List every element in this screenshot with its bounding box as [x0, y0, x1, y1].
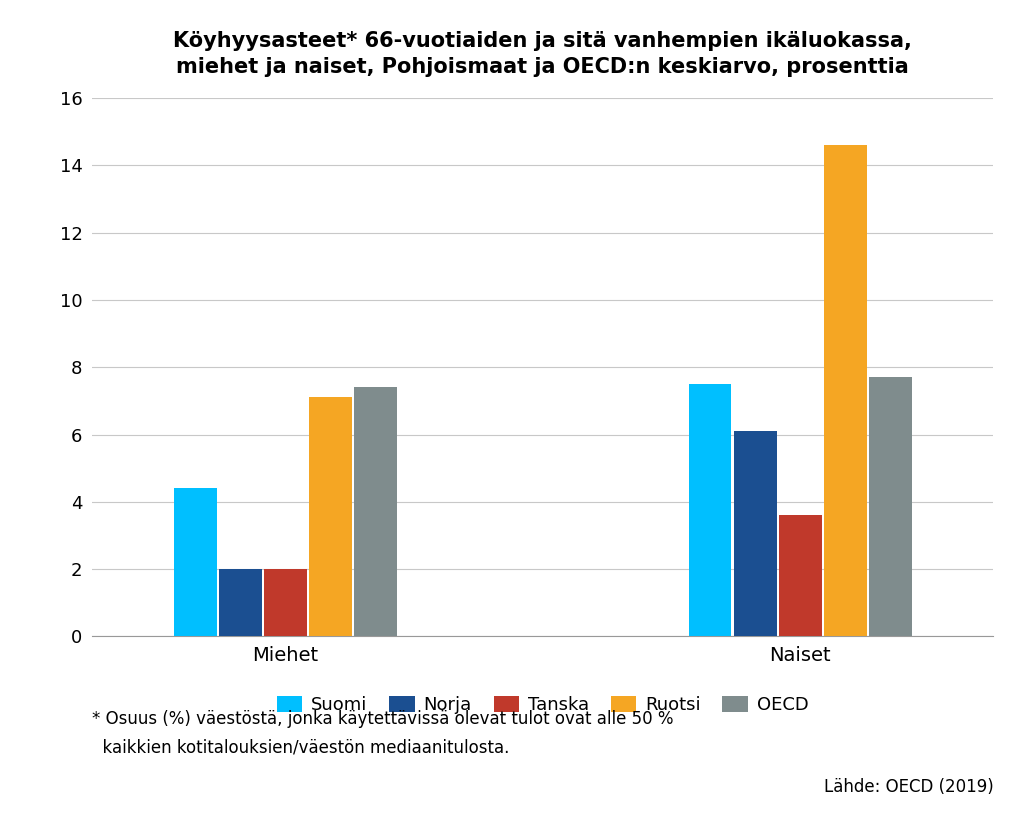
Bar: [869, 377, 911, 636]
Bar: [824, 145, 866, 636]
Text: * Osuus (%) väestöstä, jonka käytettävissä olevat tulot ovat alle 50 %: * Osuus (%) väestöstä, jonka käytettävis…: [92, 710, 674, 728]
Bar: [174, 488, 216, 636]
Bar: [734, 431, 776, 636]
Text: kaikkien kotitalouksien/väestön mediaanitulosta.: kaikkien kotitalouksien/väestön mediaani…: [92, 738, 510, 756]
Bar: [264, 570, 306, 636]
Legend: Suomi, Norja, Tanska, Ruotsi, OECD: Suomi, Norja, Tanska, Ruotsi, OECD: [270, 689, 815, 721]
Title: Köyhyysasteet* 66-vuotiaiden ja sitä vanhempien ikäluokassa,
miehet ja naiset, P: Köyhyysasteet* 66-vuotiaiden ja sitä van…: [173, 30, 912, 77]
Bar: [309, 397, 351, 636]
Bar: [354, 388, 396, 636]
Text: Lähde: OECD (2019): Lähde: OECD (2019): [823, 778, 993, 796]
Bar: [219, 570, 261, 636]
Bar: [779, 516, 821, 636]
Bar: [689, 384, 731, 636]
